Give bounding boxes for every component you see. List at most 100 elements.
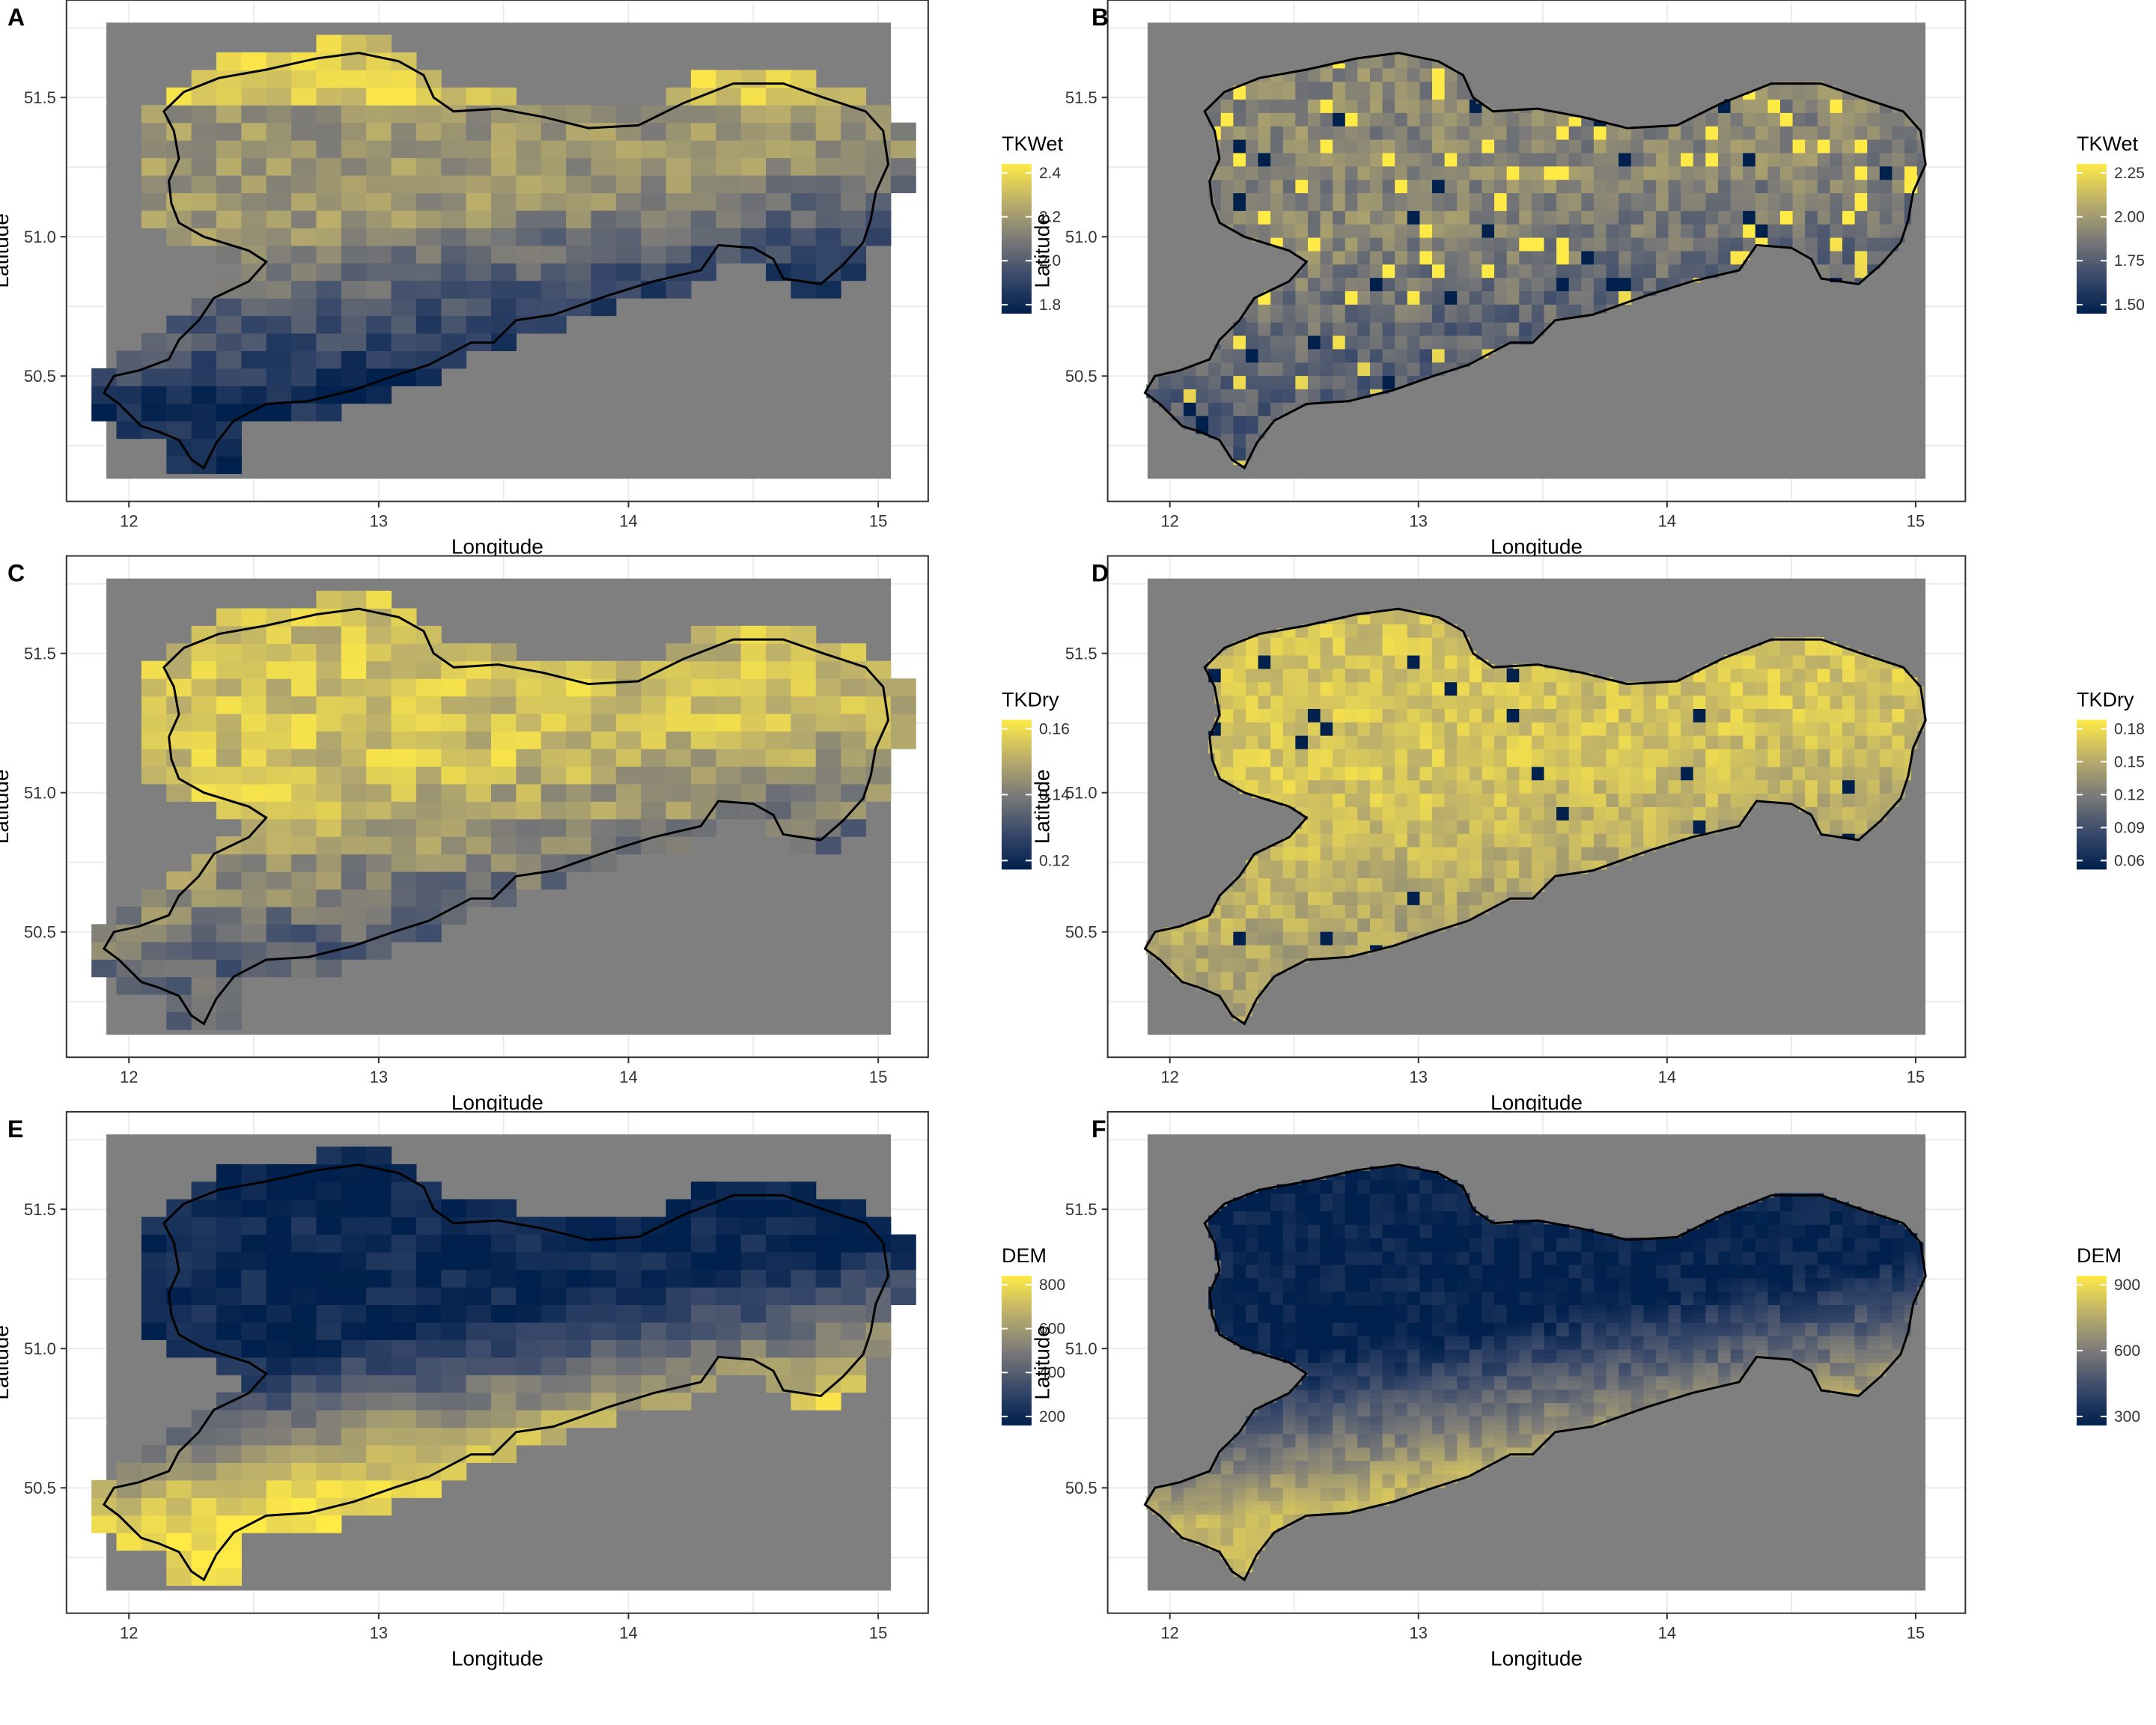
- raster-cell: [1233, 375, 1240, 381]
- raster-cell: [1339, 72, 1346, 78]
- raster-cell: [1345, 130, 1352, 136]
- raster-cell: [1320, 130, 1327, 136]
- raster-cell: [415, 210, 442, 228]
- raster-cell: [791, 228, 817, 246]
- raster-cell: [1351, 237, 1359, 243]
- raster-cell: [1289, 179, 1296, 185]
- raster-cell: [1512, 268, 1520, 274]
- raster-cell: [1270, 81, 1278, 87]
- raster-cell: [1289, 233, 1296, 238]
- raster-cell: [1450, 250, 1458, 256]
- legend-tick-label: 1.8: [1039, 296, 1061, 314]
- raster-cell: [1333, 259, 1340, 265]
- raster-cell: [1258, 428, 1265, 434]
- raster-cell: [1345, 76, 1352, 82]
- raster-cell: [1587, 259, 1595, 265]
- raster-cell: [1370, 308, 1377, 314]
- raster-cell: [1289, 393, 1296, 398]
- raster-cell: [1450, 103, 1458, 109]
- raster-cell: [1289, 197, 1296, 202]
- raster-cell: [1395, 112, 1402, 118]
- raster-cell: [1463, 295, 1470, 300]
- raster-cell: [1574, 161, 1582, 167]
- raster-cell: [1643, 188, 1651, 194]
- raster-cell: [1556, 290, 1563, 296]
- raster-cell: [1444, 103, 1452, 109]
- raster-cell: [1544, 322, 1551, 327]
- raster-cell: [1600, 219, 1607, 225]
- raster-cell: [1314, 264, 1321, 270]
- raster-cell: [1450, 170, 1458, 176]
- x-tick-label: 13: [370, 512, 388, 531]
- raster-cell: [1264, 299, 1271, 305]
- raster-cell: [191, 157, 217, 176]
- raster-cell: [1339, 393, 1346, 398]
- raster-cell: [1357, 277, 1365, 283]
- raster-cell: [1276, 103, 1284, 109]
- raster-cell: [1289, 76, 1296, 82]
- raster-cell: [1457, 147, 1464, 153]
- raster-cell: [1469, 135, 1476, 140]
- raster-cell: [1376, 54, 1383, 60]
- raster-cell: [1339, 219, 1346, 225]
- raster-cell: [1574, 304, 1582, 309]
- raster-cell: [1382, 237, 1389, 243]
- raster-cell: [1382, 103, 1389, 109]
- raster-cell: [366, 122, 392, 141]
- raster-cell: [1388, 54, 1395, 60]
- raster-cell: [1444, 179, 1452, 185]
- raster-cell: [1587, 233, 1595, 238]
- raster-cell: [1326, 85, 1333, 91]
- raster-cell: [1444, 121, 1452, 127]
- raster-cell: [1202, 424, 1209, 430]
- raster-cell: [1419, 90, 1427, 96]
- raster-cell: [1295, 161, 1303, 167]
- raster-cell: [1370, 357, 1377, 363]
- raster-cell: [1444, 174, 1452, 180]
- raster-cell: [1357, 335, 1365, 341]
- raster-cell: [1326, 174, 1333, 180]
- raster-cell: [1413, 139, 1421, 144]
- raster-cell: [1314, 210, 1321, 216]
- raster-cell: [1444, 67, 1452, 73]
- raster-cell: [1500, 139, 1508, 144]
- raster-cell: [216, 52, 242, 70]
- raster-cell: [1425, 339, 1433, 345]
- raster-cell: [1227, 174, 1234, 180]
- raster-cell: [1438, 108, 1446, 113]
- raster-cell: [1556, 308, 1563, 314]
- raster-cell: [1500, 156, 1508, 162]
- raster-cell: [1624, 188, 1632, 194]
- raster-cell: [1476, 259, 1483, 265]
- raster-cell: [1649, 264, 1657, 270]
- raster-cell: [1624, 246, 1632, 252]
- raster-cell: [1457, 206, 1464, 211]
- raster-cell: [91, 403, 118, 422]
- raster-cell: [1630, 259, 1638, 265]
- raster-cell: [1463, 90, 1470, 96]
- raster-cell: [1245, 147, 1252, 153]
- raster-cell: [1370, 81, 1377, 87]
- raster-cell: [1245, 308, 1252, 314]
- raster-cell: [1568, 130, 1576, 136]
- raster-cell: [1307, 228, 1315, 234]
- raster-cell: [1326, 179, 1333, 185]
- raster-cell: [1339, 201, 1346, 207]
- raster-cell: [1289, 130, 1296, 136]
- raster-cell: [1525, 268, 1532, 274]
- raster-cell: [1425, 362, 1433, 368]
- raster-cell: [1326, 259, 1333, 265]
- raster-cell: [1258, 308, 1265, 314]
- raster-cell: [1357, 366, 1365, 372]
- raster-cell: [1574, 192, 1582, 198]
- raster-cell: [1425, 246, 1433, 252]
- raster-cell: [841, 210, 867, 228]
- raster-cell: [1413, 161, 1421, 167]
- raster-cell: [1450, 215, 1458, 220]
- raster-cell: [1587, 206, 1595, 211]
- raster-cell: [1395, 224, 1402, 229]
- raster-cell: [666, 175, 692, 194]
- raster-cell: [1450, 228, 1458, 234]
- raster-cell: [591, 280, 617, 299]
- raster-cell: [1550, 156, 1557, 162]
